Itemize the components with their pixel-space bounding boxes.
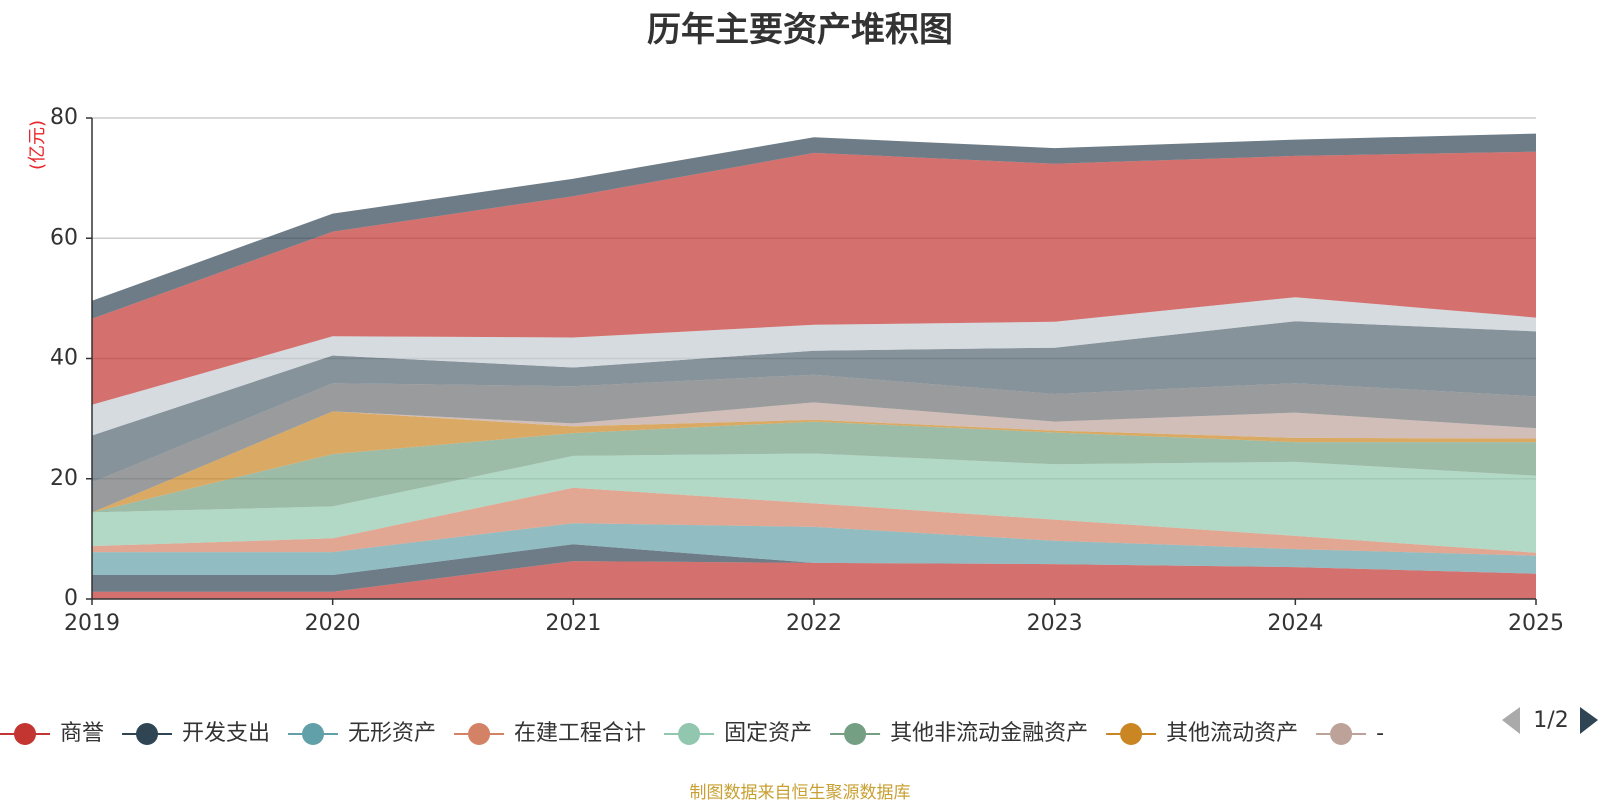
legend-page-indicator: 1/2 [1533,708,1568,733]
y-tick-label: 0 [64,586,78,611]
legend-next-icon[interactable] [1580,707,1598,734]
y-tick-label: 40 [50,346,78,371]
tick-labels: 0 20 40 60 80 2019 2020 2021 2022 2023 2024 2025 [50,105,1564,636]
legend-item[interactable]: 商誉 [0,721,104,746]
x-tick-label: 2024 [1267,611,1323,636]
area-其他流动资产 [92,411,1536,513]
legend-label: 固定资产 [724,721,812,746]
x-tick-label: 2020 [305,611,361,636]
x-tick-label: 2023 [1027,611,1083,636]
legend-marker-icon [302,723,325,745]
source-note: 制图数据来自恒生聚源数据库 [689,783,911,803]
legend-prev-icon[interactable] [1502,707,1520,734]
area-layers [92,133,1536,599]
x-tick-label: 2025 [1508,611,1564,636]
x-tick-label: 2022 [786,611,842,636]
legend-marker-icon [136,723,159,745]
area-series-11 [92,297,1536,436]
legend-label: 在建工程合计 [514,721,646,746]
legend-label: 无形资产 [348,721,436,746]
area-在建工程合计 [92,487,1536,556]
legend-item[interactable]: 其他非流动金融资产 [830,721,1088,746]
legend-item[interactable]: - [1316,721,1384,746]
area-- [92,402,1536,513]
legend-item[interactable]: 在建工程合计 [454,721,646,746]
legend-label: 其他非流动金融资产 [890,721,1088,746]
legend-marker-icon [844,723,867,745]
x-tick-label: 2019 [64,611,120,636]
legend-item[interactable]: 固定资产 [664,721,812,746]
area-series-13 [92,133,1536,319]
area-series-12 [92,151,1536,405]
area-商誉 [92,561,1536,599]
y-tick-label: 60 [50,225,78,250]
x-tick-label: 2021 [545,611,601,636]
y-tick-label: 80 [50,105,78,130]
legend-marker-icon [1120,723,1143,745]
legend: 商誉 开发支出 无形资产 在建工程合计 固定资产 其他非流动金融资产 其他流动资产 - [0,721,1384,746]
legend-marker-icon [468,723,491,745]
y-axis-unit-label: (亿元) [27,120,48,170]
legend-item[interactable]: 其他流动资产 [1106,721,1298,746]
chart-title: 历年主要资产堆积图 [647,10,953,50]
legend-label: 其他流动资产 [1166,721,1298,746]
area-series-9 [92,374,1536,513]
legend-marker-icon [1330,723,1353,745]
legend-item[interactable]: 无形资产 [288,721,436,746]
legend-item[interactable]: 开发支出 [122,721,270,746]
area-开发支出 [92,544,1536,592]
legend-label: 开发支出 [182,721,270,746]
legend-label: 商誉 [60,721,104,746]
legend-pager: 1/2 [1502,707,1598,734]
legend-marker-icon [14,723,36,745]
legend-label: - [1376,721,1384,746]
area-无形资产 [92,523,1536,575]
legend-marker-icon [678,723,701,745]
y-tick-label: 20 [50,466,78,491]
area-其他非流动金融资产 [92,421,1536,513]
area-固定资产 [92,453,1536,553]
